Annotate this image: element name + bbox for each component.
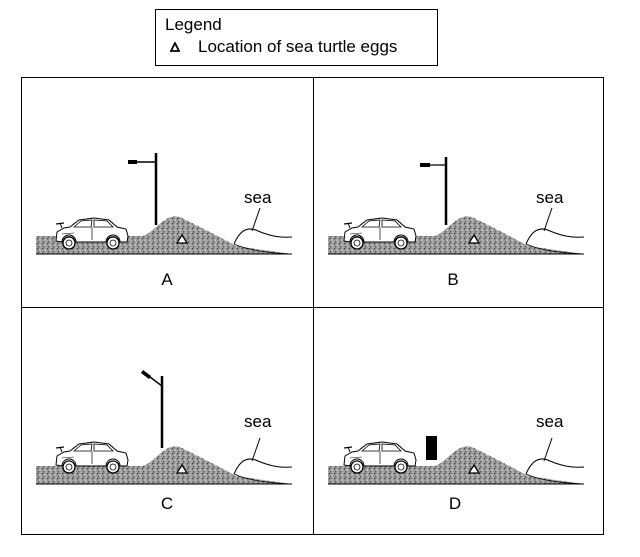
sea-label: sea (536, 188, 564, 207)
barrier-icon (426, 436, 437, 460)
street-light-icon (128, 153, 158, 225)
panel-label: B (447, 270, 459, 289)
legend-box: Legend Location of sea turtle eggs (155, 9, 438, 66)
panel-label: D (448, 494, 462, 513)
panel-d: sea D (314, 308, 604, 536)
panel-a: sea A (22, 78, 312, 306)
sea-label: sea (244, 412, 272, 431)
panel-label: C (160, 494, 174, 513)
grid-divider-vertical (313, 78, 314, 534)
sea-label: sea (244, 188, 272, 207)
street-light-icon (420, 157, 448, 225)
triangle-icon (170, 42, 180, 52)
legend-item-label: Location of sea turtle eggs (198, 37, 398, 56)
panel-label: A (161, 270, 173, 289)
street-light-icon (141, 370, 164, 448)
legend-title: Legend (165, 15, 222, 34)
panel-b: sea B (314, 78, 604, 306)
grid-divider-horizontal (22, 307, 603, 308)
sea-label: sea (536, 412, 564, 431)
panel-c: sea C (22, 308, 312, 536)
panel-grid: sea A sea B sea (21, 77, 604, 535)
legend-item: Location of sea turtle eggs (170, 37, 397, 57)
